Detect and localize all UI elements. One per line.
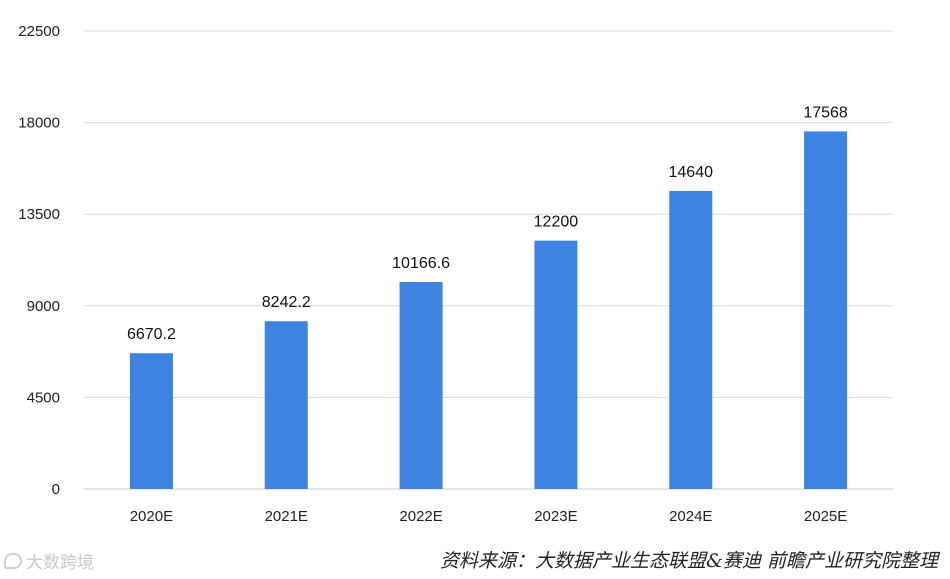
source-note: 资料来源：大数据产业生态联盟&赛迪 前瞻产业研究院整理 (440, 550, 938, 572)
x-axis-labels: 2020E 2021E 2022E 2023E 2024E 2025E (130, 508, 848, 525)
x-tick-label: 2025E (804, 508, 847, 525)
bar (534, 240, 578, 489)
x-tick-label: 2022E (399, 508, 442, 525)
x-tick-label: 2023E (534, 508, 577, 525)
y-tick-label: 18000 (18, 115, 60, 132)
bars (129, 131, 848, 489)
chat-bubble-icon (4, 552, 22, 569)
bar (129, 353, 173, 489)
x-tick-label: 2021E (265, 508, 308, 525)
y-tick-label: 4500 (27, 389, 60, 406)
data-label: 6670.2 (127, 326, 176, 343)
data-labels: 6670.2 8242.2 10166.6 12200 14640 17568 (127, 104, 848, 343)
x-tick-label: 2020E (130, 508, 173, 525)
watermark-text: 大数跨境 (26, 553, 94, 573)
x-tick-label: 2024E (669, 508, 712, 525)
y-axis-ticks: 0 4500 9000 13500 18000 22500 (18, 23, 60, 498)
data-label: 12200 (534, 214, 579, 231)
watermark: 大数跨境 (4, 548, 94, 573)
data-label: 8242.2 (262, 294, 311, 311)
data-label: 17568 (803, 104, 848, 121)
bar (399, 282, 443, 489)
y-tick-label: 9000 (27, 298, 60, 315)
y-tick-label: 13500 (18, 206, 60, 223)
grid-lines (84, 30, 893, 490)
data-label: 10166.6 (392, 255, 450, 272)
y-tick-label: 22500 (18, 23, 60, 40)
y-tick-label: 0 (52, 481, 60, 498)
bar (669, 190, 713, 489)
bar (804, 131, 848, 489)
data-label: 14640 (669, 164, 714, 181)
bar (264, 321, 308, 489)
